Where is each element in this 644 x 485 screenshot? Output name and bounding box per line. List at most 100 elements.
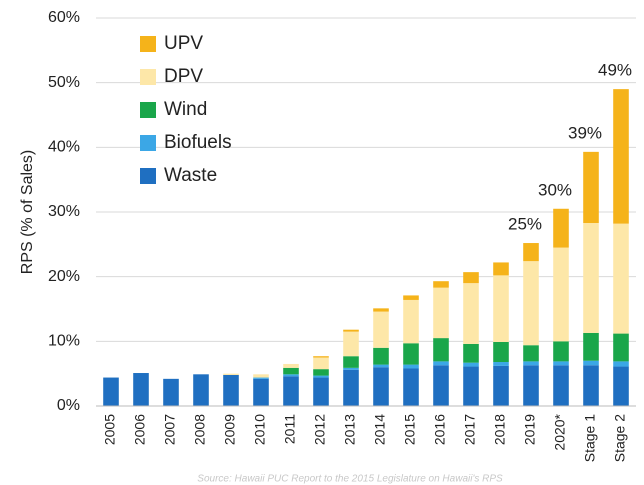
- bar-segment: [103, 377, 119, 406]
- x-tick-label: 2009: [222, 414, 238, 445]
- x-tick-label: 2005: [102, 414, 118, 445]
- bar-segment: [283, 376, 299, 406]
- bar-segment: [493, 362, 509, 366]
- bar-segment: [283, 363, 299, 368]
- bar-segment: [253, 377, 269, 379]
- x-tick-label: 2012: [312, 414, 328, 445]
- bar-segment: [193, 374, 209, 406]
- x-tick-label: 2014: [372, 414, 388, 445]
- bar-segment: [403, 364, 419, 369]
- bar-segment: [463, 362, 479, 367]
- bar-segment: [583, 151, 599, 223]
- bar-segment: [463, 343, 479, 363]
- total-label: 25%: [508, 215, 542, 234]
- legend-label: Waste: [164, 165, 217, 186]
- x-tick-label: 2010: [252, 414, 268, 445]
- y-tick-label: 20%: [48, 268, 80, 285]
- bar-segment: [163, 378, 179, 406]
- bar-segment: [373, 347, 389, 365]
- bar-segment: [583, 360, 599, 366]
- x-tick-label: 2018: [492, 414, 508, 445]
- bar-segment: [523, 243, 539, 262]
- bar-segment: [463, 272, 479, 284]
- bar-segment: [373, 364, 389, 368]
- bar-segment: [313, 369, 329, 376]
- bar-segment: [253, 378, 269, 406]
- bar-segment: [613, 361, 629, 367]
- bar-segment: [313, 377, 329, 406]
- x-tick-label: 2007: [162, 414, 178, 445]
- legend-swatch: [140, 36, 156, 52]
- bar-segment: [583, 222, 599, 333]
- bar-segment: [373, 308, 389, 312]
- total-label: 39%: [568, 123, 602, 142]
- bar-segment: [283, 367, 299, 375]
- bar-segment: [613, 333, 629, 362]
- x-tick-label: Stage 1: [582, 414, 598, 462]
- bar-segment: [583, 332, 599, 361]
- bar-segment: [523, 361, 539, 366]
- bar-segment: [253, 374, 269, 378]
- bar-segment: [553, 208, 569, 248]
- y-tick-label: 50%: [48, 74, 80, 91]
- x-tick-label: 2017: [462, 414, 478, 445]
- bar-segment: [313, 356, 329, 358]
- bar-segment: [403, 295, 419, 300]
- bar-segment: [313, 375, 329, 378]
- y-tick-label: 60%: [48, 9, 80, 26]
- x-tick-label: 2019: [522, 414, 538, 445]
- legend-label: DPV: [164, 66, 203, 87]
- source-note: Source: Hawaii PUC Report to the 2015 Le…: [197, 474, 503, 485]
- bar-segment: [583, 365, 599, 406]
- bar-segment: [283, 374, 299, 377]
- x-tick-label: 2020*: [552, 413, 568, 450]
- bar-segment: [493, 275, 509, 342]
- legend-swatch: [140, 168, 156, 184]
- total-label: 30%: [538, 180, 572, 199]
- y-tick-label: 40%: [48, 139, 80, 156]
- bar-segment: [433, 365, 449, 406]
- bar-segment: [463, 283, 479, 344]
- bar-segment: [343, 369, 359, 406]
- bar-segment: [343, 329, 359, 332]
- bar-segment: [313, 357, 329, 370]
- legend-label: Biofuels: [164, 132, 232, 153]
- bar-segment: [523, 261, 539, 346]
- bar-segment: [523, 365, 539, 406]
- bar-segment: [553, 361, 569, 366]
- y-tick-label: 10%: [48, 333, 80, 350]
- x-tick-label: 2015: [402, 414, 418, 445]
- bar-segment: [553, 247, 569, 342]
- x-tick-label: 2013: [342, 414, 358, 445]
- bar-segment: [433, 361, 449, 366]
- bar-segment: [433, 281, 449, 288]
- bar-segment: [523, 345, 539, 362]
- bar-segment: [373, 367, 389, 406]
- bar-segment: [493, 262, 509, 276]
- legend-label: UPV: [164, 33, 203, 54]
- bar-segment: [493, 341, 509, 363]
- bar-segment: [613, 223, 629, 334]
- x-tick-label: 2008: [192, 414, 208, 445]
- bar-segment: [403, 299, 419, 344]
- total-label: 49%: [598, 61, 632, 80]
- bar-segment: [553, 365, 569, 406]
- bar-segment: [223, 373, 239, 375]
- bar-segment: [613, 89, 629, 224]
- y-tick-label: 0%: [57, 397, 80, 414]
- x-tick-label: Stage 2: [612, 414, 628, 462]
- x-tick-label: 2011: [282, 414, 298, 444]
- bar-segment: [553, 341, 569, 362]
- bar-segment: [493, 365, 509, 406]
- bar-segment: [373, 311, 389, 348]
- bar-segment: [433, 338, 449, 362]
- bar-segment: [463, 366, 479, 406]
- x-tick-label: 2016: [432, 414, 448, 445]
- bar-segment: [403, 368, 419, 406]
- bar-segment: [613, 366, 629, 406]
- bar-segment: [343, 331, 359, 357]
- bar-segment: [223, 374, 239, 406]
- bar-segment: [433, 287, 449, 339]
- bar-segment: [403, 343, 419, 365]
